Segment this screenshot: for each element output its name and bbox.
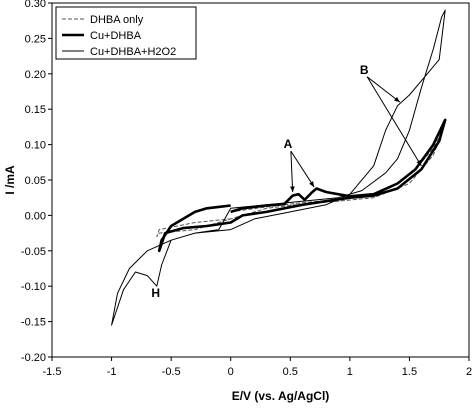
annotations: A B H [151, 63, 422, 300]
x-tick-label: 0.5 [283, 366, 298, 378]
y-tick-label: 0.00 [25, 210, 46, 222]
annotation-arrowhead [309, 181, 315, 188]
legend-label-0: DHBA only [90, 14, 144, 26]
y-tick-label: -0.15 [21, 317, 46, 329]
y-tick-label: -0.05 [21, 246, 46, 258]
axes: -0.20 -0.15 -0.10 -0.05 0.00 0.05 0.10 0.15 0.20… [21, 0, 472, 378]
legend-box [55, 6, 197, 60]
x-tick-label: -1.5 [43, 366, 62, 378]
y-tick-label: 0.30 [25, 0, 46, 10]
annotation-label-2: H [151, 286, 160, 300]
x-tick-label: -0.5 [162, 366, 181, 378]
annotation-label-0: A [284, 137, 293, 151]
series-line-2 [111, 9, 446, 326]
x-tick-label: 2 [466, 366, 472, 378]
x-axis-title: E/V (vs. Ag/AgCl) [232, 389, 330, 403]
x-tick-label: 0 [228, 366, 234, 378]
x-tick-label: 1.5 [402, 366, 417, 378]
x-tick-label: -1 [107, 366, 117, 378]
annotation-arrow [366, 76, 401, 103]
y-tick-label: 0.05 [25, 175, 46, 187]
y-tick-label: 0.25 [25, 33, 46, 45]
annotation-arrowhead [394, 96, 400, 103]
series-lines [111, 9, 447, 326]
series-line-1 [157, 118, 447, 253]
y-tick-label: -0.10 [21, 281, 46, 293]
y-tick-label: 0.10 [25, 140, 46, 152]
annotation-label-1: B [360, 63, 369, 77]
annotation-arrow [290, 150, 315, 188]
legend-label-2: Cu+DHBA+H2O2 [90, 46, 176, 58]
legend-label-1: Cu+DHBA [90, 30, 142, 42]
legend: DHBA only Cu+DHBA Cu+DHBA+H2O2 [55, 6, 197, 60]
y-tick-label: 0.20 [25, 69, 46, 81]
annotation-arrow [366, 76, 422, 167]
annotation-arrowhead [416, 159, 422, 166]
annotation-arrowhead [290, 186, 295, 193]
y-axis-title: I /mA [3, 165, 17, 195]
series-line-0 [156, 129, 444, 238]
x-tick-label: 1 [347, 366, 353, 378]
y-tick-label: 0.15 [25, 104, 46, 116]
y-tick-label: -0.20 [21, 352, 46, 364]
annotation-arrow [290, 151, 294, 193]
